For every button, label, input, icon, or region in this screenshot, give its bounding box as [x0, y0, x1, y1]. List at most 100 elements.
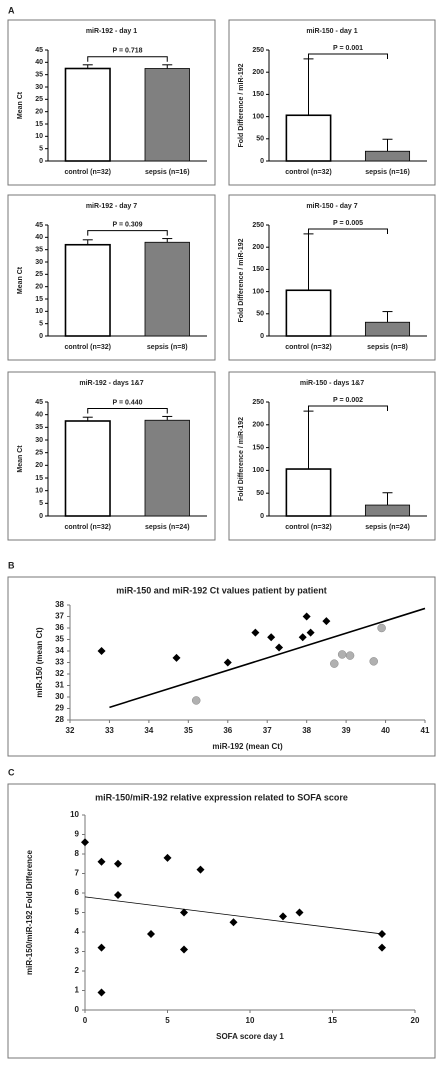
point	[295, 908, 304, 917]
point	[267, 633, 276, 642]
point	[114, 859, 122, 868]
point	[81, 838, 89, 847]
x-tick-label: 39	[342, 726, 351, 735]
y-tick-label: 100	[252, 113, 264, 120]
y-tick-label: 45	[35, 399, 43, 406]
y-tick-label: 100	[252, 467, 264, 474]
x-tick-label: sepsis (n=24)	[365, 524, 410, 531]
bracket	[87, 407, 168, 414]
annotation: P = 0.309	[112, 221, 142, 228]
bracket	[87, 230, 168, 236]
y-tick-label: 45	[35, 222, 43, 229]
y-tick-label: 0	[39, 333, 43, 340]
y-tick-label: 0	[260, 333, 264, 340]
y-tick-label: 10	[35, 133, 43, 140]
point	[306, 628, 315, 637]
x-tick-label: control (n=32)	[65, 524, 111, 531]
trend-line	[109, 607, 426, 709]
x-axis-label: miR-192 (mean Ct)	[212, 742, 283, 751]
y-tick-label: 50	[256, 490, 264, 497]
panel-label: A	[8, 5, 15, 15]
y-tick-label: 5	[39, 500, 43, 507]
y-tick-label: 250	[252, 399, 264, 406]
bracket	[308, 228, 388, 234]
y-tick-label: 5	[39, 321, 43, 328]
panel-frame	[228, 371, 436, 541]
point	[229, 918, 238, 927]
x-tick-label: 34	[144, 726, 153, 735]
y-tick-label: 5	[39, 146, 43, 153]
y-tick-label: 40	[35, 234, 43, 241]
y-axis-label: miR-150/miR-192 Fold Difference	[25, 849, 34, 974]
x-tick-label: control (n=32)	[285, 169, 331, 176]
bar	[144, 241, 190, 337]
y-tick-label: 38	[55, 600, 64, 609]
y-tick-label: 0	[260, 513, 264, 520]
x-tick-label: 15	[328, 1016, 337, 1025]
annotation: P = 0.005	[333, 220, 363, 227]
point	[97, 647, 106, 655]
y-axis-label: Mean Ct	[17, 266, 24, 294]
bar	[144, 68, 190, 162]
y-axis-label: Fold Difference / miR-192	[238, 417, 245, 501]
point	[114, 890, 122, 899]
x-axis-label: SOFA score day 1	[216, 1032, 284, 1041]
point	[302, 612, 311, 621]
point	[322, 617, 331, 626]
y-tick-label: 250	[252, 222, 264, 229]
bar	[364, 504, 411, 517]
y-tick-label: 20	[35, 462, 43, 469]
x-tick-label: control (n=32)	[65, 169, 111, 176]
chart-title: miR-192 - day 1	[86, 28, 137, 35]
y-tick-label: 30	[35, 259, 43, 266]
x-tick-label: control (n=32)	[285, 524, 331, 531]
y-tick-label: 29	[55, 704, 64, 713]
y-tick-label: 35	[35, 424, 43, 431]
y-tick-label: 34	[55, 646, 64, 655]
y-tick-label: 200	[252, 69, 264, 76]
x-tick-label: sepsis (n=24)	[145, 524, 190, 531]
y-tick-label: 32	[55, 669, 64, 678]
x-tick-label: sepsis (n=16)	[145, 169, 190, 176]
annotation: P = 0.440	[112, 399, 142, 406]
x-tick-label: 36	[223, 726, 232, 735]
y-tick-label: 20	[35, 284, 43, 291]
y-tick-label: 20	[35, 109, 43, 116]
x-tick-label: 20	[411, 1016, 420, 1025]
y-tick-label: 150	[252, 266, 264, 273]
x-tick-label: 33	[105, 726, 114, 735]
point	[345, 651, 355, 660]
point	[369, 657, 378, 666]
annotation: P = 0.718	[112, 48, 142, 55]
point	[337, 650, 347, 659]
y-tick-label: 0	[75, 1005, 80, 1014]
bar	[64, 243, 111, 337]
y-tick-label: 25	[35, 96, 43, 103]
y-axis-label: miR-150 (mean Ct)	[35, 627, 44, 698]
x-tick-label: sepsis (n=8)	[147, 344, 188, 351]
bar	[285, 289, 332, 337]
panel-label: B	[8, 560, 15, 570]
y-tick-label: 10	[35, 488, 43, 495]
y-tick-label: 15	[35, 475, 43, 482]
bar	[285, 468, 332, 517]
y-axis-label: Fold Difference / miR-192	[238, 238, 245, 322]
y-tick-label: 30	[55, 692, 64, 701]
point	[377, 623, 386, 633]
y-tick-label: 0	[39, 513, 43, 520]
panel-frame	[7, 371, 216, 541]
x-tick-label: sepsis (n=16)	[365, 169, 410, 176]
point	[378, 929, 386, 938]
y-tick-label: 45	[35, 47, 43, 54]
trend-line	[84, 896, 383, 935]
y-tick-label: 15	[35, 121, 43, 128]
point	[275, 643, 284, 652]
panel-label: C	[8, 767, 15, 777]
y-tick-label: 150	[252, 91, 264, 98]
y-tick-label: 2	[75, 966, 80, 975]
chart-title: miR-150 and miR-192 Ct values patient by…	[116, 585, 327, 595]
chart-title: miR-150 - day 7	[306, 203, 357, 210]
x-tick-label: sepsis (n=8)	[367, 344, 408, 351]
bar	[364, 150, 411, 162]
